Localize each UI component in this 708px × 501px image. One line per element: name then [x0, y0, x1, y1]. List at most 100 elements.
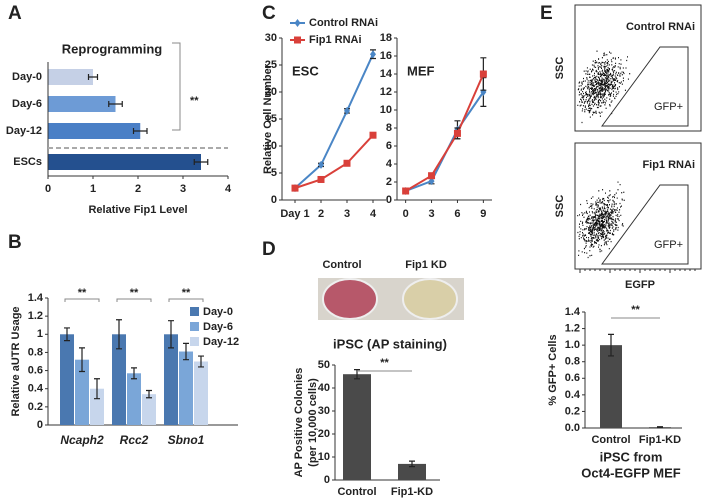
marker — [343, 159, 351, 167]
y-tick-label: 0.4 — [565, 389, 581, 401]
x-tick-label: 3 — [344, 208, 350, 220]
flow-x-label: EGFP — [625, 279, 655, 291]
dish — [322, 278, 378, 320]
y-tick-label: 0 — [271, 194, 277, 206]
y-tick-label: 16 — [380, 50, 392, 62]
gate-label: GFP+ — [654, 239, 683, 251]
panel-letter: A — [8, 3, 22, 24]
y-axis-label: (per 10,000 cells) — [307, 378, 319, 467]
bar — [127, 373, 141, 425]
category-label: Ncaph2 — [60, 433, 104, 447]
gate — [601, 184, 689, 265]
marker — [369, 131, 377, 139]
y-axis-label: Relative Cell Number — [262, 63, 274, 174]
legend-label: Control RNAi — [309, 17, 378, 29]
annotation: ** — [190, 95, 199, 107]
subplot-title: ESC — [292, 63, 319, 78]
bar — [179, 351, 193, 425]
x-tick-label: 3 — [428, 208, 434, 220]
y-tick-label: 20 — [318, 428, 330, 440]
marker — [453, 129, 461, 137]
y-tick-label: 25 — [265, 59, 277, 71]
flow-dots — [577, 181, 625, 259]
bar — [600, 345, 622, 428]
error-bar — [64, 327, 70, 342]
x-tick-label: 1 — [90, 183, 96, 195]
legend-marker — [294, 36, 301, 44]
bar — [343, 374, 371, 480]
x-tick-label: Day 1 — [280, 208, 309, 220]
category-label: Sbno1 — [168, 433, 205, 447]
y-axis-label: AP Positive Colonies — [293, 368, 305, 478]
x-tick-label: 2 — [318, 208, 324, 220]
panel-letter: C — [262, 3, 276, 24]
legend-label: Day-6 — [203, 321, 233, 333]
x-tick-label: 4 — [370, 208, 377, 220]
category-label: Control — [591, 434, 630, 446]
chart-title: iPSC (AP staining) — [333, 336, 447, 351]
error-bar — [132, 128, 148, 134]
legend-label: Day-12 — [203, 336, 239, 348]
bar — [164, 334, 178, 425]
y-tick-label: 1 — [37, 328, 43, 340]
x-tick-label: 9 — [480, 208, 486, 220]
error-bar — [657, 426, 663, 429]
marker — [370, 50, 376, 59]
bar — [142, 394, 156, 425]
legend-label: Day-0 — [203, 306, 233, 318]
category-label: Fip1-KD — [391, 486, 433, 498]
y-tick-label: 6 — [386, 140, 392, 152]
legend-swatch — [190, 337, 199, 346]
y-tick-label: 0 — [37, 419, 43, 431]
panel-letter: D — [262, 239, 276, 260]
bar — [48, 96, 116, 112]
annotation: ** — [380, 357, 389, 369]
marker — [291, 184, 299, 192]
series-line — [294, 53, 374, 189]
gate — [601, 46, 689, 127]
y-tick-label: 30 — [265, 32, 277, 44]
marker — [344, 106, 350, 115]
y-tick-label: 0.6 — [28, 364, 43, 376]
marker — [428, 172, 436, 180]
error-bar — [87, 74, 99, 80]
image-label: Control — [322, 259, 361, 271]
bar — [48, 154, 201, 170]
y-tick-label: 0.2 — [28, 401, 43, 413]
gate-label: GFP+ — [654, 101, 683, 113]
category-label: Rcc2 — [120, 433, 149, 447]
bracket — [168, 298, 204, 302]
bar — [60, 334, 74, 425]
category-label: Control — [337, 486, 376, 498]
error-bar — [193, 159, 209, 165]
y-tick-label: 0.8 — [565, 356, 580, 368]
marker — [317, 175, 325, 183]
bar — [112, 334, 126, 425]
flow-title: Fip1 RNAi — [642, 159, 695, 171]
error-bar — [168, 320, 174, 349]
y-tick-label: 5 — [271, 167, 277, 179]
error-bar — [409, 460, 415, 468]
bracket — [116, 298, 152, 302]
marker — [479, 70, 487, 78]
y-tick-label: 0.4 — [28, 383, 44, 395]
category-label: ESCs — [13, 156, 42, 168]
y-tick-label: 14 — [380, 68, 393, 80]
legend-swatch — [190, 307, 199, 316]
dish — [402, 278, 458, 320]
error-bar — [608, 333, 614, 357]
x-tick-label: 6 — [454, 208, 460, 220]
y-tick-label: 0.6 — [565, 372, 580, 384]
y-tick-label: 40 — [318, 382, 330, 394]
y-tick-label: 10 — [265, 140, 277, 152]
y-tick-label: 18 — [380, 32, 392, 44]
y-tick-label: 30 — [318, 405, 330, 417]
caption: iPSC from — [600, 449, 663, 464]
error-bar — [183, 342, 189, 361]
y-tick-label: 1.0 — [565, 339, 580, 351]
y-tick-label: 1.2 — [565, 322, 580, 334]
y-tick-label: 50 — [318, 359, 330, 371]
category-label: Day-0 — [12, 71, 42, 83]
category-label: Day-12 — [6, 125, 42, 137]
